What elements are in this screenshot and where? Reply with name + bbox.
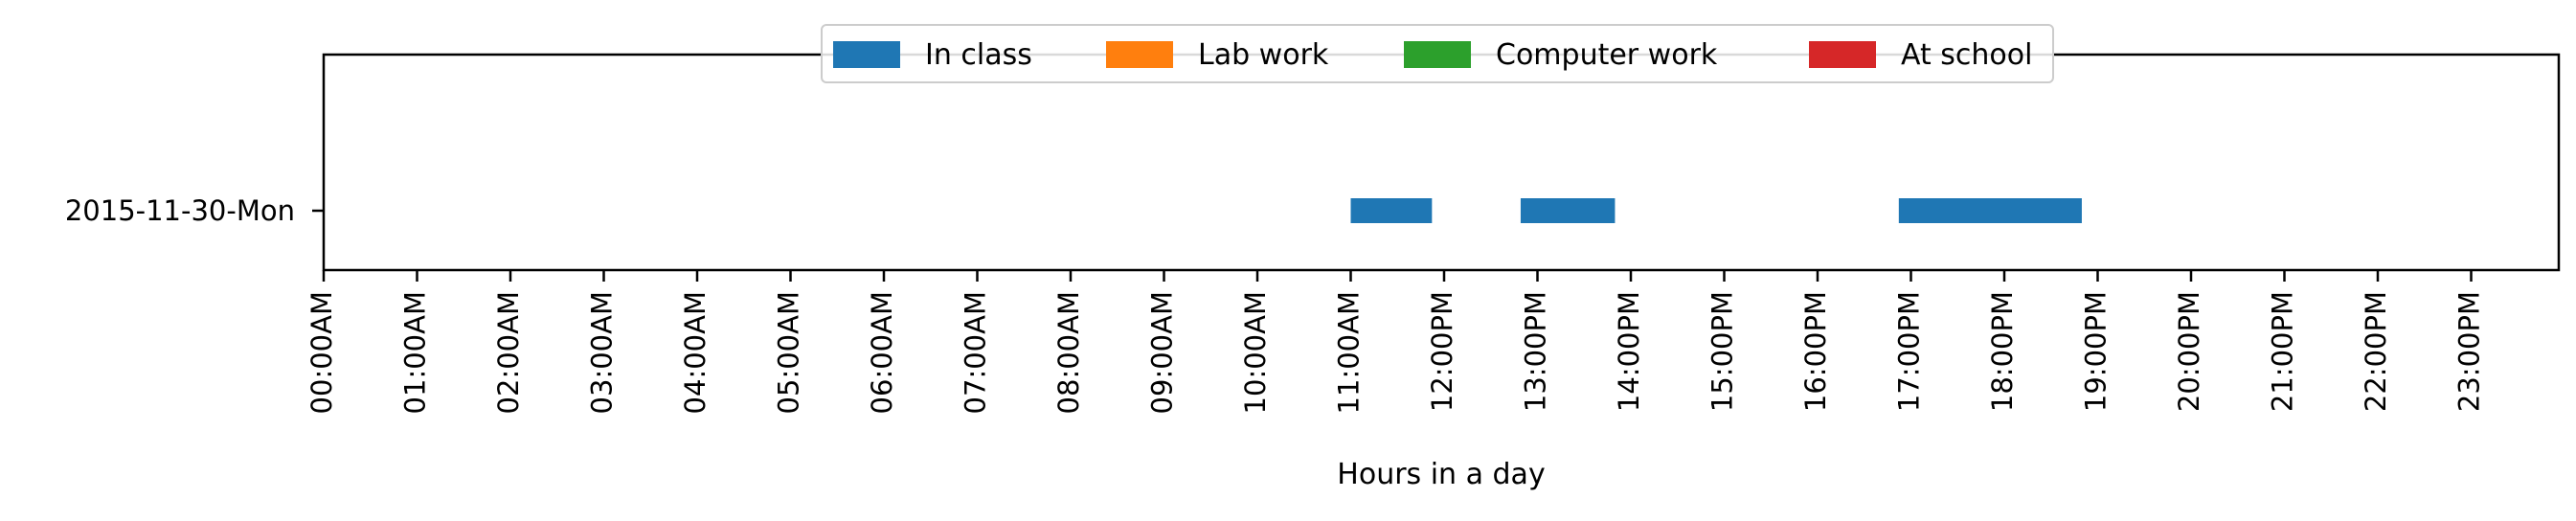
x-tick-label: 09:00AM	[1146, 291, 1179, 414]
x-axis-label: Hours in a day	[1337, 458, 1545, 491]
legend-label-computer-work: Computer work	[1496, 38, 1718, 72]
bars-layer	[1350, 198, 2082, 223]
x-tick-label: 05:00AM	[773, 291, 805, 414]
x-tick-label: 10:00AM	[1239, 291, 1272, 414]
legend-label-lab-work: Lab work	[1198, 38, 1329, 72]
x-tick-label: 16:00PM	[1799, 291, 1832, 412]
legend: In class Lab work Computer work At school	[821, 24, 2054, 83]
x-tick-label: 22:00PM	[2360, 291, 2392, 412]
x-tick-label: 17:00PM	[1893, 291, 1926, 412]
x-tick-label: 13:00PM	[1520, 291, 1552, 412]
x-tick-label: 08:00AM	[1052, 291, 1085, 414]
legend-swatch-lab-work	[1106, 41, 1173, 68]
x-tick-label: 20:00PM	[2173, 291, 2205, 412]
x-tick-label: 19:00PM	[2080, 291, 2113, 412]
legend-label-in-class: In class	[925, 38, 1032, 72]
x-tick-label: 07:00AM	[960, 291, 992, 414]
x-tick-label: 02:00AM	[492, 291, 525, 414]
x-tick-label: 23:00PM	[2453, 291, 2486, 412]
x-tick-label: 15:00PM	[1706, 291, 1739, 412]
plot-frame	[322, 53, 2561, 272]
legend-swatch-at-school	[1809, 41, 1876, 68]
x-tick-label: 06:00AM	[866, 291, 898, 414]
bar-in-class-2	[1898, 198, 2082, 223]
x-tick-label: 04:00AM	[679, 291, 712, 414]
y-tick-label: 2015-11-30-Mon	[65, 194, 295, 227]
x-tick-label: 03:00AM	[586, 291, 619, 414]
legend-swatch-in-class	[833, 41, 900, 68]
x-axis: 00:00AM 01:00AM 02:00AM 03:00AM 04:00AM 05:00…	[305, 270, 2486, 414]
legend-label-at-school: At school	[1901, 38, 2032, 72]
x-tick-label: 18:00PM	[1986, 291, 2019, 412]
bar-in-class-1	[1520, 198, 1616, 223]
x-tick-label: 11:00AM	[1333, 291, 1366, 414]
x-tick-label: 00:00AM	[305, 291, 338, 414]
x-tick-label: 12:00PM	[1426, 291, 1458, 412]
legend-swatch-computer-work	[1404, 41, 1471, 68]
y-axis: 2015-11-30-Mon	[65, 194, 324, 227]
bar-in-class-0	[1350, 198, 1433, 223]
x-tick-label: 21:00PM	[2267, 291, 2299, 412]
x-tick-label: 14:00PM	[1613, 291, 1645, 412]
x-tick-label: 01:00AM	[399, 291, 432, 414]
